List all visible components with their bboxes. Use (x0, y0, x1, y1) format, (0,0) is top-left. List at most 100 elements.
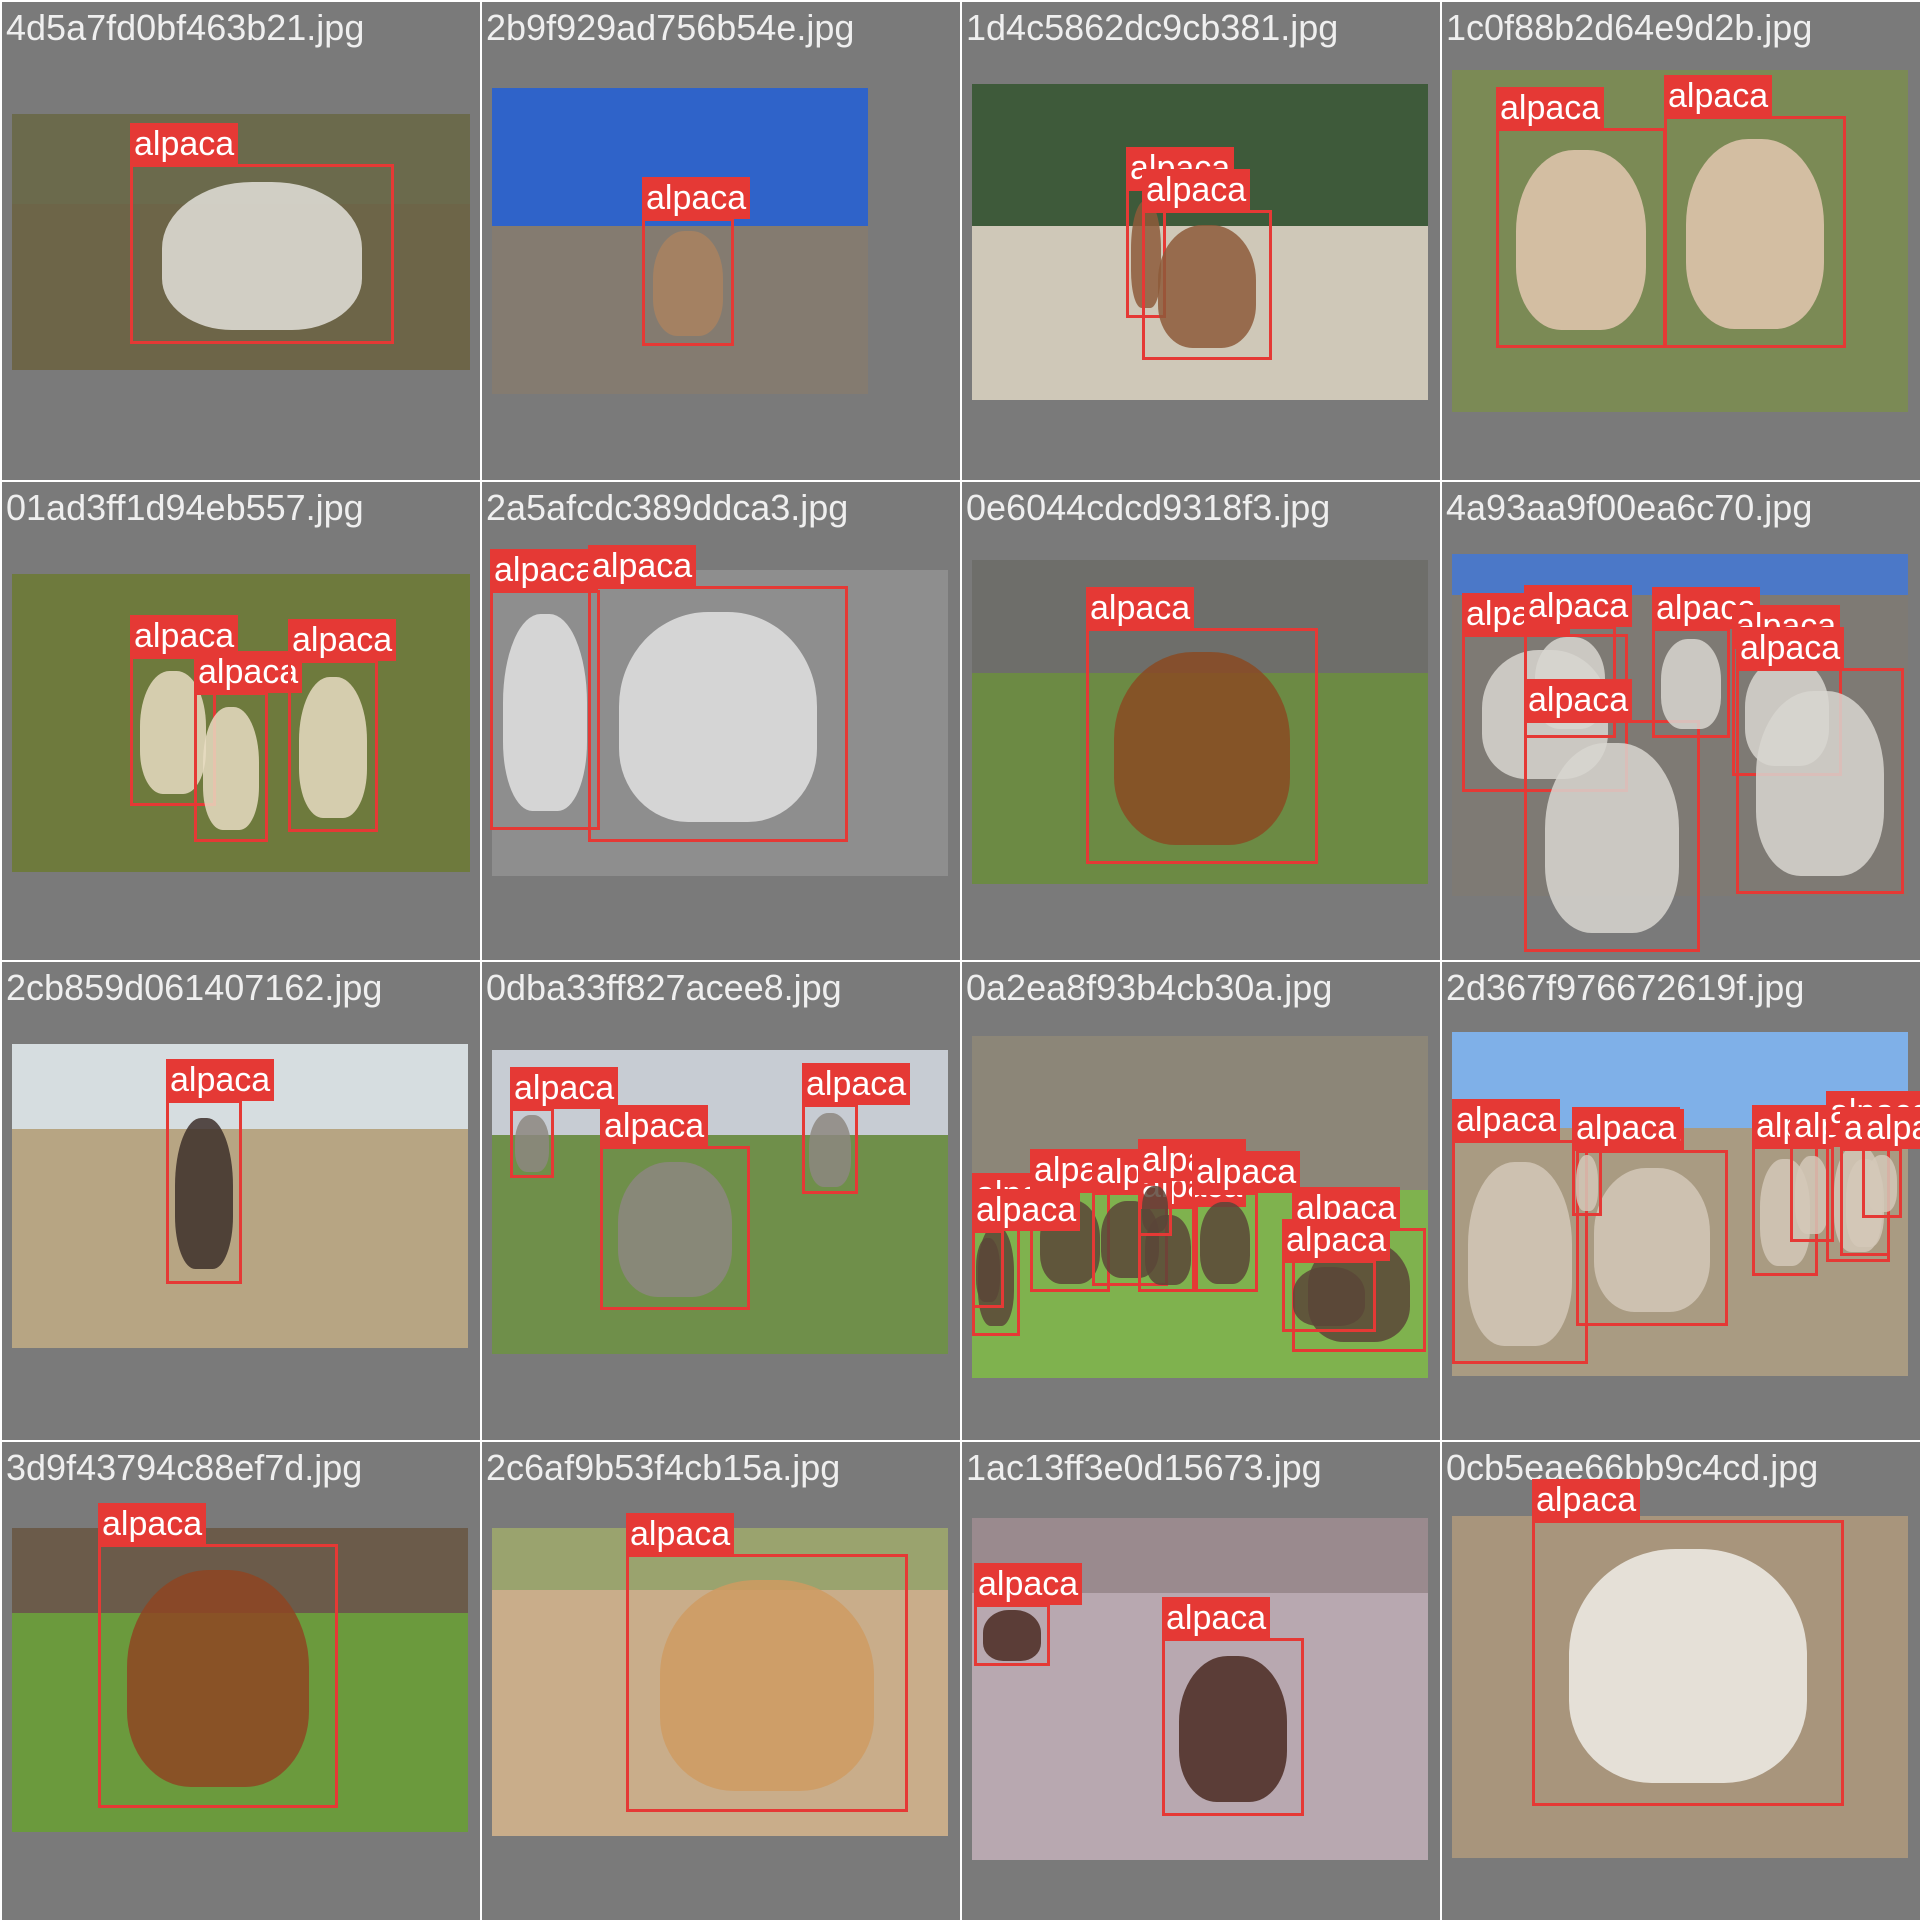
bounding-box: alpaca (1282, 1219, 1391, 1332)
image-tile: 4a93aa9f00ea6c70.jpg alpaca alpaca alpaca al… (1442, 482, 1920, 960)
image-tile: 0a2ea8f93b4cb30a.jpg alpaca alpaca alpaca al… (962, 962, 1440, 1440)
filename-caption: 0a2ea8f93b4cb30a.jpg (966, 967, 1333, 1008)
bounding-box: alpaca (1496, 87, 1666, 348)
detection-label: alpaca (1524, 679, 1633, 721)
bounding-box: alpaca (802, 1063, 911, 1194)
bounding-box: alpaca (642, 177, 751, 346)
alpaca-figure (983, 1610, 1041, 1662)
filename-caption: 4a93aa9f00ea6c70.jpg (1446, 487, 1813, 528)
alpaca-figure (298, 677, 368, 819)
image-tile: 4d5a7fd0bf463b21.jpg alpaca (2, 2, 480, 480)
detection-label: alpaca (1496, 87, 1605, 129)
detection-label: alpaca (98, 1503, 207, 1545)
bounding-box: alpaca (972, 1189, 1081, 1308)
image-tile: 0cb5eae66bb9c4cd.jpg alpaca (1442, 1442, 1920, 1920)
alpaca-figure (1113, 651, 1291, 846)
filename-caption: 0dba33ff827acee8.jpg (486, 967, 842, 1008)
detection-label: alpaca (130, 123, 239, 165)
bounding-box: alpaca (1532, 1479, 1844, 1806)
bounding-box: alpaca (194, 651, 303, 842)
bounding-box: alpaca (1862, 1107, 1920, 1218)
detection-label: alpaca (626, 1513, 735, 1555)
alpaca-figure (1516, 150, 1646, 331)
detection-label: alpaca (1524, 585, 1633, 627)
detection-label: alpaca (1736, 627, 1845, 669)
detection-label: alpaca (1572, 1107, 1681, 1149)
alpaca-figure (659, 1579, 875, 1792)
detection-label: alpaca (974, 1563, 1083, 1605)
detection-label: alpaca (166, 1059, 275, 1101)
filename-caption: 01ad3ff1d94eb557.jpg (6, 487, 364, 528)
filename-caption: 2a5afcdc389ddca3.jpg (486, 487, 849, 528)
alpaca-figure (653, 230, 723, 336)
alpaca-figure (126, 1570, 310, 1787)
alpaca-figure (1545, 743, 1679, 934)
alpaca-figure (1157, 225, 1257, 348)
alpaca-figure (1685, 139, 1825, 330)
image-tile: 1d4c5862dc9cb381.jpg alpaca alpaca (962, 2, 1440, 480)
detection-label: alpaca (1162, 1597, 1271, 1639)
alpaca-figure (1866, 1155, 1898, 1213)
alpaca-figure (1130, 201, 1162, 308)
image-tile: 2d367f976672619f.jpgalpacaalpacaalpacaal… (1442, 962, 1920, 1440)
image-tile: 01ad3ff1d94eb557.jpg alpaca alpaca alpaca (2, 482, 480, 960)
alpaca-figure (161, 182, 363, 330)
bounding-box: alpaca (1192, 1151, 1301, 1292)
filename-caption: 3d9f43794c88ef7d.jpg (6, 1447, 363, 1488)
alpaca-figure (175, 1118, 233, 1270)
image-tile: 2c6af9b53f4cb15a.jpg alpaca (482, 1442, 960, 1920)
alpaca-figure (975, 1237, 1001, 1302)
bounding-box: alpaca (288, 619, 397, 832)
bounding-box: alpaca (588, 545, 848, 842)
image-tile: 2a5afcdc389ddca3.jpg alpaca alpaca (482, 482, 960, 960)
detection-label: alpaca (642, 177, 751, 219)
image-tile: 2cb859d061407162.jpg alpaca (2, 962, 480, 1440)
bounding-box: alpaca (98, 1503, 338, 1808)
filename-caption: 1c0f88b2d64e9d2b.jpg (1446, 7, 1813, 48)
alpaca-figure (1661, 639, 1721, 730)
bounding-box: alpaca (1138, 1139, 1247, 1236)
detection-label: alpaca (1192, 1151, 1301, 1193)
image-tile: 3d9f43794c88ef7d.jpg alpaca (2, 1442, 480, 1920)
photo (972, 84, 1428, 400)
bounding-box: alpaca (1162, 1597, 1304, 1816)
bounding-box: alpaca (1452, 1099, 1588, 1364)
bounding-box: alpaca (130, 123, 394, 344)
detection-label: alpaca (588, 545, 697, 587)
alpaca-figure (202, 707, 260, 830)
alpaca-figure (1199, 1202, 1251, 1284)
bounding-box: alpaca (974, 1563, 1083, 1666)
detection-label: alpaca (600, 1105, 709, 1147)
bounding-box: alpaca (1524, 679, 1700, 952)
detection-label: alpaca (130, 615, 239, 657)
alpaca-figure (1569, 1548, 1807, 1784)
alpaca-figure (1142, 1185, 1168, 1232)
bounding-box: alpaca (1086, 587, 1318, 864)
detection-label: alpaca (510, 1067, 619, 1109)
filename-caption: 0e6044cdcd9318f3.jpg (966, 487, 1331, 528)
image-tile: 0dba33ff827acee8.jpg alpaca alpaca alpaca (482, 962, 960, 1440)
detection-label: alpaca (1452, 1099, 1561, 1141)
bounding-box: alpaca (1142, 169, 1272, 360)
detection-label: alpaca (194, 651, 303, 693)
detection-label: alpaca (1086, 587, 1195, 629)
alpaca-figure (515, 1115, 549, 1173)
alpaca-figure (1795, 1155, 1829, 1235)
image-tile: 1c0f88b2d64e9d2b.jpg alpaca alpaca (1442, 2, 1920, 480)
bounding-box: alpaca (600, 1105, 750, 1310)
image-tile: 2b9f929ad756b54e.jpg alpaca (482, 2, 960, 480)
alpaca-figure (1293, 1267, 1365, 1327)
image-tile: 0e6044cdcd9318f3.jpg alpaca (962, 482, 1440, 960)
detection-label: alpaca (490, 549, 599, 591)
alpaca-figure (503, 614, 587, 811)
filename-caption: 2c6af9b53f4cb15a.jpg (486, 1447, 841, 1488)
alpaca-figure (1756, 690, 1884, 876)
alpaca-figure (1179, 1655, 1287, 1802)
alpaca-figure (618, 1162, 732, 1297)
detection-label: alpaca (288, 619, 397, 661)
bounding-box: alpaca (1572, 1107, 1681, 1216)
filename-caption: 2b9f929ad756b54e.jpg (486, 7, 855, 48)
bounding-box: alpaca (490, 549, 600, 830)
detection-label: alpaca (802, 1063, 911, 1105)
image-tile: 1ac13ff3e0d15673.jpg alpaca alpaca (962, 1442, 1440, 1920)
